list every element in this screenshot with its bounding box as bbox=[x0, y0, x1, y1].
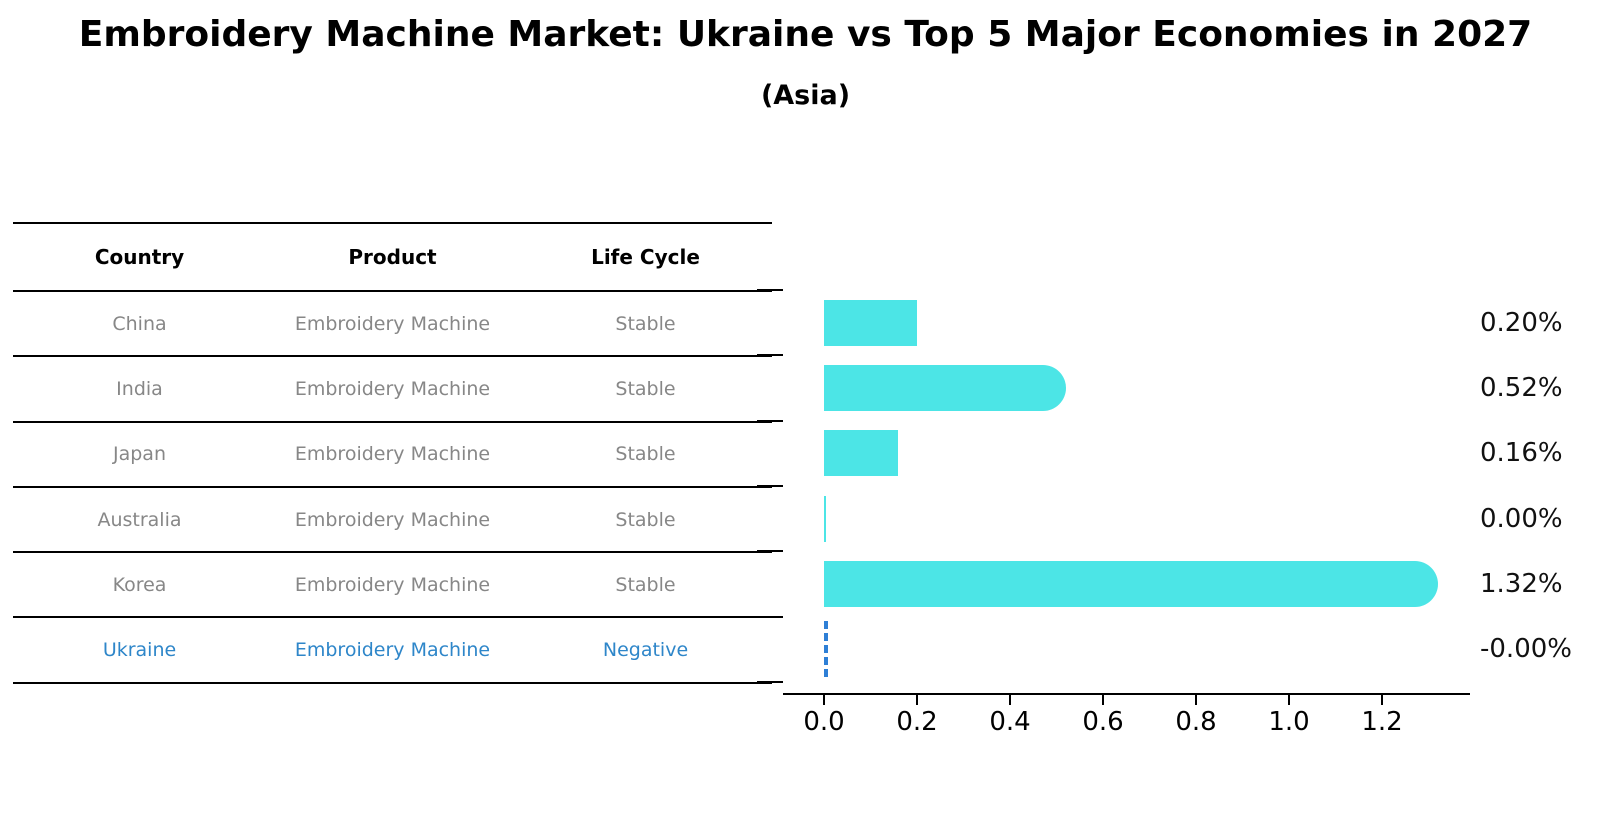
y-tick-mark bbox=[757, 289, 783, 291]
y-tick-mark bbox=[757, 550, 783, 553]
x-tick-mark bbox=[1381, 695, 1383, 705]
cell-life-cycle: Stable bbox=[615, 377, 676, 400]
table-row: Korea Embroidery Machine Stable bbox=[13, 553, 772, 619]
x-tick-label: 0.0 bbox=[803, 707, 845, 737]
y-tick-mark bbox=[757, 615, 783, 618]
bar-value-label: 0.00% bbox=[1480, 503, 1563, 534]
column-header-life-cycle: Life Cycle bbox=[591, 245, 700, 269]
cell-life-cycle: Stable bbox=[615, 443, 676, 466]
table-header-row: Country Product Life Cycle bbox=[13, 224, 772, 292]
x-tick-mark bbox=[1102, 695, 1104, 705]
x-tick-label: 0.2 bbox=[896, 707, 938, 737]
table-row: Japan Embroidery Machine Stable bbox=[13, 423, 772, 488]
table-row: China Embroidery Machine Stable bbox=[13, 292, 772, 358]
column-header-product: Product bbox=[348, 245, 437, 269]
cell-product: Embroidery Machine bbox=[294, 508, 491, 531]
y-tick-mark bbox=[757, 484, 783, 487]
y-tick-mark bbox=[757, 419, 783, 422]
x-tick-mark bbox=[1288, 695, 1290, 705]
bar bbox=[824, 560, 1438, 607]
x-tick-label: 0.6 bbox=[1082, 707, 1124, 737]
x-tick-label: 0.8 bbox=[1175, 707, 1217, 737]
cell-product: Embroidery Machine bbox=[294, 312, 491, 335]
bar-value-label: 1.32% bbox=[1480, 568, 1563, 599]
x-tick-label: 1.2 bbox=[1361, 707, 1403, 737]
table-row: India Embroidery Machine Stable bbox=[13, 357, 772, 423]
cell-life-cycle: Stable bbox=[615, 573, 676, 596]
cell-product: Embroidery Machine bbox=[294, 639, 491, 662]
bar bbox=[824, 364, 1066, 411]
bar bbox=[824, 299, 917, 346]
x-tick-mark bbox=[823, 695, 825, 705]
cell-life-cycle: Stable bbox=[615, 312, 676, 335]
chart-title: Embroidery Machine Market: Ukraine vs To… bbox=[78, 14, 1533, 55]
cell-country: Japan bbox=[113, 443, 166, 466]
bar-value-label: 0.20% bbox=[1480, 307, 1563, 338]
chart-subtitle: (Asia) bbox=[760, 80, 851, 111]
cell-life-cycle: Negative bbox=[602, 639, 689, 662]
cell-life-cycle: Stable bbox=[615, 508, 676, 531]
highlight-dashed-line bbox=[824, 621, 828, 678]
bar bbox=[824, 495, 826, 542]
y-tick-mark bbox=[757, 354, 783, 357]
column-header-country: Country bbox=[94, 245, 185, 269]
cell-country: China bbox=[112, 312, 167, 335]
x-tick-mark bbox=[1009, 695, 1011, 705]
x-tick-mark bbox=[1195, 695, 1197, 705]
bar bbox=[824, 430, 898, 477]
x-tick-mark bbox=[916, 695, 918, 705]
cell-product: Embroidery Machine bbox=[294, 573, 491, 596]
cell-country: Korea bbox=[112, 573, 167, 596]
country-table: Country Product Life Cycle China Embroid… bbox=[13, 222, 772, 684]
cell-product: Embroidery Machine bbox=[294, 443, 491, 466]
table-row: Australia Embroidery Machine Stable bbox=[13, 488, 772, 554]
x-tick-label: 1.0 bbox=[1268, 707, 1310, 737]
cell-product: Embroidery Machine bbox=[294, 377, 491, 400]
cell-country: India bbox=[116, 377, 163, 400]
cell-country: Australia bbox=[97, 508, 182, 531]
bar-value-label: -0.00% bbox=[1480, 634, 1572, 665]
bar-value-label: 0.52% bbox=[1480, 372, 1563, 403]
cell-country: Ukraine bbox=[102, 639, 177, 662]
x-tick-label: 0.4 bbox=[989, 707, 1031, 737]
y-tick-mark bbox=[757, 680, 783, 683]
bar-value-label: 0.16% bbox=[1480, 438, 1563, 469]
table-row-ukraine: Ukraine Embroidery Machine Negative bbox=[13, 618, 772, 684]
x-axis-line bbox=[783, 693, 1470, 695]
